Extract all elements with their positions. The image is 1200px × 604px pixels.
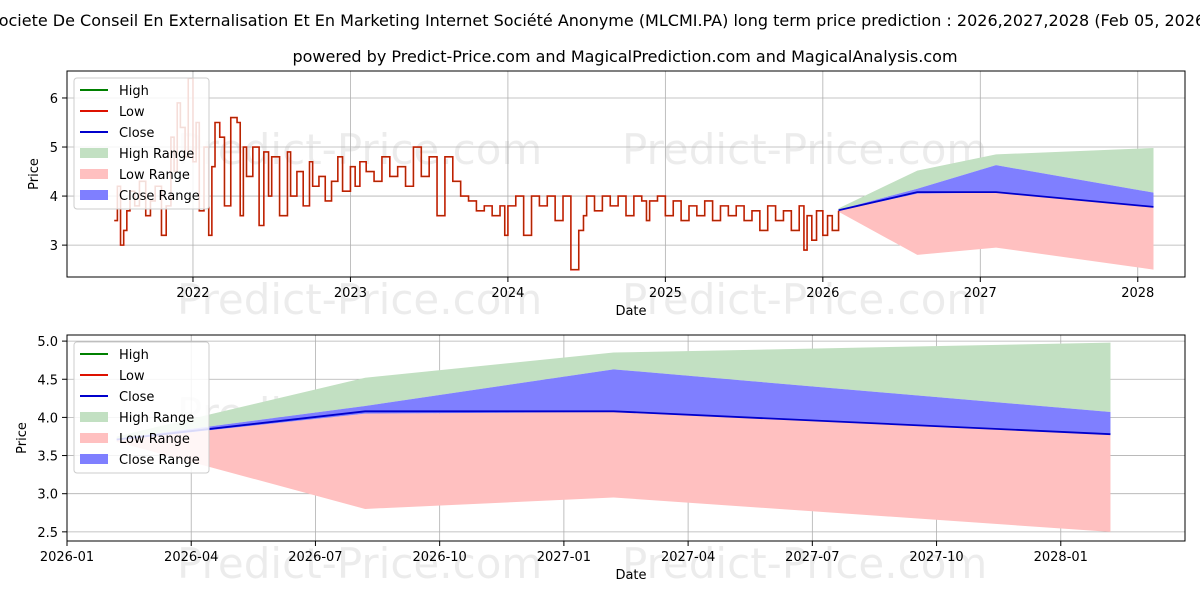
legend-label: High [119,348,149,363]
y-tick-label: 3 [50,239,58,254]
y-tick-label: 5.0 [37,335,58,350]
y-tick-label: 4.0 [37,411,58,426]
x-tick-label: 2027-04 [661,550,715,565]
x-tick-label: 2028-01 [1034,550,1088,565]
x-tick-label: 2027-07 [785,550,839,565]
chart-subtitle: powered by Predict-Price.com and Magical… [292,47,957,66]
x-tick-label: 2022 [176,286,209,301]
legend-label: Low Range [119,168,190,183]
legend-label: Close Range [119,453,200,468]
watermark-text: Predict-Price.com [622,125,987,174]
x-axis-label: Date [615,568,646,583]
legend-label: High Range [119,411,194,426]
x-axis-label: Date [615,304,646,319]
x-tick-label: 2027-10 [909,550,963,565]
data-layer [117,343,1111,532]
y-axis-label: Price [15,422,30,454]
y-tick-label: 2.5 [37,526,58,541]
y-tick-label: 4 [50,190,58,205]
y-tick-label: 6 [50,92,58,107]
x-tick-label: 2027 [964,286,997,301]
legend-label: Low Range [119,432,190,447]
chart-svg: Societe De Conseil En Externalisation Et… [0,0,1200,600]
data-layer [114,78,1153,269]
legend: High Low Close High Range Low Range Close Ran… [74,78,209,209]
legend-label: Close [119,390,154,405]
x-tick-label: 2025 [649,286,682,301]
low-range-area [839,193,1154,270]
x-tick-label: 2026 [806,286,839,301]
legend-patch-high-range [80,148,108,158]
x-tick-label: 2026-04 [164,550,218,565]
top-panel: Predict-Price.com Predict-Price.comPredic… [27,71,1185,324]
y-tick-label: 3.5 [37,450,58,465]
legend-label: Low [119,369,145,384]
y-axis-label: Price [27,158,42,190]
x-tick-label: 2027-01 [537,550,591,565]
legend: High Low Close High Range Low Range Close Ran… [74,342,209,473]
low-history-line [114,78,838,269]
x-tick-label: 2028 [1121,286,1154,301]
y-tick-label: 5 [50,141,58,156]
chart-root: Societe De Conseil En Externalisation Et… [0,0,1200,600]
legend-label: Close [119,126,154,141]
y-tick-label: 4.5 [37,373,58,388]
x-tick-label: 2023 [334,286,367,301]
low-range-area [117,412,1111,532]
bottom-panel: Predict-Price.comPredict-Price.comPredic… [15,335,1185,588]
legend-label: High Range [119,147,194,162]
x-tick-label: 2026-10 [413,550,467,565]
x-tick-label: 2026-07 [288,550,342,565]
legend-patch-high-range [80,412,108,422]
legend-label: High [119,84,149,99]
legend-patch-close-range [80,454,108,464]
chart-title: Societe De Conseil En Externalisation Et… [0,11,1200,30]
legend-label: Low [119,105,145,120]
watermark-text: Predict-Price.com [177,539,542,588]
legend-patch-low-range [80,433,108,443]
legend-label: Close Range [119,189,200,204]
legend-patch-close-range [80,190,108,200]
x-tick-label: 2024 [491,286,524,301]
legend-patch-low-range [80,169,108,179]
y-tick-label: 3.0 [37,488,58,503]
high-history-line [114,78,838,269]
x-tick-label: 2026-01 [40,550,94,565]
